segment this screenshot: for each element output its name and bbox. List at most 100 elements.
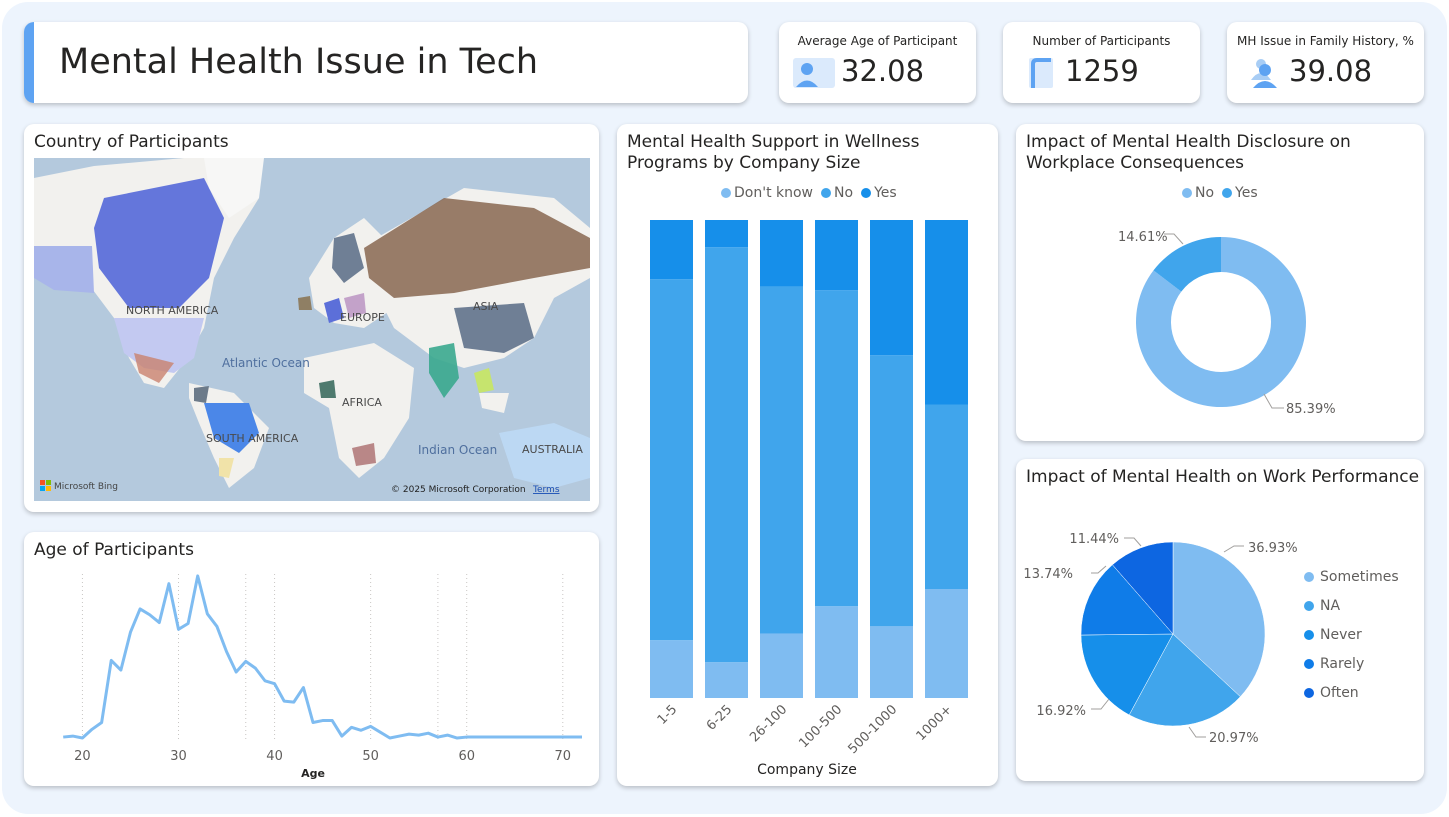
performance-pie-chart[interactable]: 36.93% 20.97% 16.92% 13.74% 11.44% bbox=[1016, 459, 1424, 781]
kpi-label: MH Issue in Family History, % bbox=[1237, 34, 1414, 48]
bar-segment-no bbox=[815, 290, 858, 607]
data-label: 36.93% bbox=[1248, 541, 1298, 556]
legend-item-dont-know[interactable]: Don't know bbox=[721, 185, 813, 201]
document-icon bbox=[1017, 54, 1053, 90]
wellness-chart-title: Mental Health Support in Wellness Progra… bbox=[627, 132, 920, 173]
map-label-australia: AUSTRALIA bbox=[522, 443, 583, 456]
bar-segment-yes bbox=[705, 220, 748, 248]
x-axis-title: Company Size bbox=[757, 762, 857, 778]
leader-line bbox=[1223, 545, 1244, 553]
leader-line bbox=[1124, 537, 1142, 547]
legend-label: Never bbox=[1320, 626, 1362, 643]
age-line-series bbox=[63, 574, 582, 740]
x-tick-label: 40 bbox=[266, 749, 283, 764]
kpi-card-participants[interactable]: Number of Participants 1259 bbox=[1003, 22, 1200, 103]
pie-slice-sometimes bbox=[1172, 541, 1266, 698]
kpi-value: 39.08 bbox=[1289, 54, 1373, 88]
legend-item-no[interactable]: No bbox=[1182, 185, 1214, 201]
data-label: 85.39% bbox=[1286, 402, 1336, 417]
x-tick-label: 6-25 bbox=[704, 702, 735, 733]
kpi-card-family-history[interactable]: MH Issue in Family History, % 39.08 bbox=[1227, 22, 1424, 103]
bar-segment-yes bbox=[815, 220, 858, 291]
leader-line bbox=[1164, 233, 1184, 245]
bar-segment-yes bbox=[870, 220, 913, 356]
legend-item-yes[interactable]: Yes bbox=[1222, 185, 1258, 201]
performance-chart-card[interactable]: Impact of Mental Health on Work Performa… bbox=[1016, 459, 1424, 781]
x-tick-label: 100-500 bbox=[796, 702, 845, 751]
x-tick-label: 50 bbox=[362, 749, 379, 764]
bing-logo: Microsoft Bing bbox=[40, 480, 118, 492]
bar-segment-yes bbox=[925, 220, 968, 405]
legend-item-sometimes[interactable]: Sometimes bbox=[1304, 562, 1399, 591]
legend-label: Often bbox=[1320, 684, 1359, 701]
x-tick-label: 60 bbox=[458, 749, 475, 764]
x-tick-label: 500-1000 bbox=[845, 702, 900, 757]
pie-slice-never bbox=[1080, 633, 1174, 716]
legend-label: Yes bbox=[1235, 185, 1258, 201]
performance-legend: Sometimes NA Never Rarely Often bbox=[1304, 562, 1399, 707]
legend-label: Rarely bbox=[1320, 655, 1365, 672]
legend-item-no[interactable]: No bbox=[821, 185, 853, 201]
bar-segment-don-t-know bbox=[760, 633, 803, 698]
map-terms-link[interactable]: Terms bbox=[532, 485, 560, 495]
bar-segment-don-t-know bbox=[925, 589, 968, 698]
map-card[interactable]: Country of Participants bbox=[24, 124, 599, 512]
data-label: 11.44% bbox=[1069, 532, 1119, 547]
map-label-atlantic: Atlantic Ocean bbox=[222, 356, 310, 370]
title-card: Mental Health Issue in Tech bbox=[24, 22, 748, 103]
wellness-legend: Don't know No Yes bbox=[721, 185, 901, 201]
leader-line bbox=[1091, 565, 1107, 574]
leader-line bbox=[1263, 393, 1284, 409]
wellness-chart-card[interactable]: Mental Health Support in Wellness Progra… bbox=[617, 124, 998, 786]
legend-item-often[interactable]: Often bbox=[1304, 678, 1399, 707]
legend-label: Sometimes bbox=[1320, 568, 1399, 585]
page-title: Mental Health Issue in Tech bbox=[59, 42, 539, 82]
people-icon bbox=[1241, 54, 1277, 90]
leader-line bbox=[1188, 726, 1206, 738]
legend-item-rarely[interactable]: Rarely bbox=[1304, 649, 1399, 678]
bar-segment-don-t-know bbox=[815, 606, 858, 698]
kpi-value: 1259 bbox=[1065, 54, 1139, 88]
bar-segment-no bbox=[705, 247, 748, 663]
map-label-africa: AFRICA bbox=[342, 396, 382, 409]
data-label: 14.61% bbox=[1118, 230, 1168, 245]
kpi-label: Average Age of Participant bbox=[797, 34, 958, 48]
x-tick-label: 26-100 bbox=[747, 702, 790, 745]
disclosure-chart-card[interactable]: Impact of Mental Health Disclosure on Wo… bbox=[1016, 124, 1424, 441]
bar-segment-don-t-know bbox=[705, 662, 748, 698]
age-line-chart[interactable]: 20 30 40 50 60 70 Age bbox=[24, 532, 599, 786]
bar-segment-yes bbox=[650, 220, 693, 280]
wellness-stacked-bar-chart[interactable]: 1-5 6-25 26-100 100-500 500-1000 1000+ Company… bbox=[617, 124, 998, 786]
bar-segment-don-t-know bbox=[870, 626, 913, 698]
performance-chart-title: Impact of Mental Health on Work Performa… bbox=[1026, 467, 1420, 487]
kpi-value: 32.08 bbox=[841, 54, 925, 88]
legend-label: No bbox=[834, 185, 854, 201]
data-label: 13.74% bbox=[1023, 567, 1073, 582]
data-label: 16.92% bbox=[1036, 704, 1086, 719]
title-accent-bar bbox=[24, 22, 34, 103]
world-map[interactable]: NORTH AMERICA EUROPE ASIA Atlantic Ocean… bbox=[34, 158, 590, 501]
legend-label: NA bbox=[1320, 597, 1341, 614]
map-label-europe: EUROPE bbox=[340, 311, 385, 324]
age-chart-card[interactable]: Age of Participants 20 30 40 50 60 70 Age bbox=[24, 532, 599, 786]
legend-label: Don't know bbox=[734, 185, 814, 201]
data-label: 20.97% bbox=[1209, 731, 1259, 746]
x-axis-title: Age bbox=[301, 767, 325, 780]
legend-item-never[interactable]: Never bbox=[1304, 620, 1399, 649]
kpi-label: Number of Participants bbox=[1032, 34, 1171, 48]
map-title: Country of Participants bbox=[34, 132, 229, 152]
map-label-north-america: NORTH AMERICA bbox=[126, 304, 219, 317]
disclosure-donut-chart[interactable]: 85.39% 14.61% bbox=[1016, 124, 1424, 441]
legend-label: No bbox=[1195, 185, 1215, 201]
legend-item-yes[interactable]: Yes bbox=[861, 185, 897, 201]
bar-segment-no bbox=[925, 404, 968, 590]
disclosure-legend: No Yes bbox=[1182, 185, 1262, 201]
map-label-asia: ASIA bbox=[473, 300, 499, 313]
map-attribution: © 2025 Microsoft Corporation bbox=[391, 485, 526, 495]
map-label-south-america: SOUTH AMERICA bbox=[206, 432, 299, 445]
kpi-card-average-age[interactable]: Average Age of Participant 32.08 bbox=[779, 22, 976, 103]
legend-item-na[interactable]: NA bbox=[1304, 591, 1399, 620]
x-tick-label: 30 bbox=[170, 749, 187, 764]
x-tick-label: 1-5 bbox=[655, 702, 681, 728]
